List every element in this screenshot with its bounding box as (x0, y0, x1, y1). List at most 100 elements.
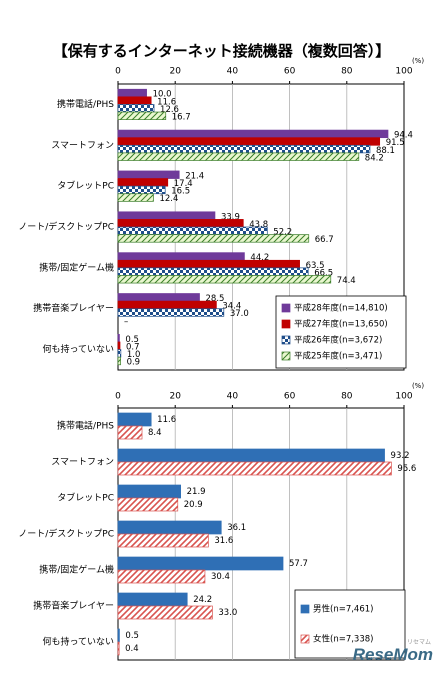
panel2-category-label: 携帯/固定ゲーム機 (39, 564, 114, 576)
panel1-bar (117, 88, 147, 98)
panel1-value-label: 12.6 (160, 105, 179, 115)
panel1-value-label: 88.1 (376, 146, 395, 156)
panel1-value-label: 21.4 (185, 171, 204, 181)
panel1-value-label: 37.0 (230, 309, 249, 319)
panel2-tick-label: 40 (227, 392, 239, 402)
panel1-category-label: ノート/デスクトップPC (18, 221, 114, 233)
panel2-category-label: スマートフォン (51, 458, 114, 468)
panel1-value-label: 28.5 (206, 294, 225, 304)
panel2-value-label: 33.0 (218, 608, 237, 618)
panel2-bar (117, 497, 179, 512)
panel2-value-label: 0.5 (125, 631, 139, 641)
panel2-bar (117, 425, 143, 440)
panel1-legend-swatch (281, 303, 291, 313)
panel1-bar (117, 144, 371, 154)
panel2-bar (117, 569, 206, 584)
panel2-legend-label: 女性(n=7,338) (313, 634, 373, 645)
panel2-value-label: 11.6 (157, 415, 176, 425)
panel2-category-label: 何も持っていない (42, 636, 114, 648)
panel1-value-label: 12.4 (159, 194, 178, 204)
panel1-value-label: 11.6 (157, 97, 176, 107)
panel1-legend-swatch (281, 319, 291, 329)
panel2-bar (117, 484, 181, 499)
panel1-bar (117, 137, 381, 146)
panel2-value-label: 8.4 (148, 428, 162, 438)
panel2-value-label: 95.6 (397, 464, 416, 474)
panel2-tick-label: 80 (341, 392, 353, 402)
panel2-tick-label: 60 (284, 392, 296, 402)
panel1-legend-swatch (281, 351, 291, 361)
panel2-bar (117, 448, 385, 463)
panel1-tick-label: 20 (169, 67, 181, 77)
panel2-value-label: 24.2 (193, 595, 212, 605)
panel2-bar (117, 461, 392, 476)
panel1-value-label: 17.4 (174, 179, 193, 189)
panel2-tick-label: 20 (169, 392, 181, 402)
panel2-value-label: 93.2 (391, 451, 410, 461)
panel2-bar (117, 605, 213, 620)
panel1-bar (117, 341, 121, 350)
panel1-bar (117, 259, 300, 269)
panel1-tick-label: 40 (227, 67, 239, 77)
panel1-bar (117, 193, 154, 202)
panel2-legend-box (294, 589, 406, 659)
panel1-bar (117, 252, 245, 261)
watermark-logo: ReseMom (352, 645, 433, 664)
panel1-value-label: 44.2 (250, 253, 269, 263)
panel1-bar (117, 211, 216, 220)
panel1-bar (117, 267, 309, 276)
chart-title: 【保有するインターネット接続機器（複数回答）】 (52, 42, 391, 60)
panel2-bar (117, 556, 284, 571)
panel1-bar (117, 293, 200, 302)
panel1-category-label: 何も持っていない (42, 343, 114, 355)
panel2-category-label: ノート/デスクトップPC (18, 528, 114, 540)
panel1-bar (117, 356, 121, 366)
panel1-tick-label: 0 (115, 67, 121, 77)
panel1-bar (117, 308, 225, 317)
panel2-category-label: 携帯電話/PHS (57, 420, 114, 432)
panel1-legend-label: 平成28年度(n=14,810) (294, 303, 388, 314)
panel1-value-label: 66.7 (315, 235, 334, 245)
panel1-value-label: 74.4 (337, 276, 356, 286)
panel2-bar (117, 628, 120, 643)
panel1-tick-label: 100 (395, 67, 412, 77)
panel1-value-label: 0.7 (126, 342, 140, 352)
panel1-value-label: 84.2 (365, 153, 384, 163)
panel1-value-label: 16.5 (171, 187, 190, 197)
panel1-bar (117, 185, 166, 195)
panel1-value-label: – (124, 317, 128, 327)
panel1-bar (117, 219, 244, 228)
panel1-legend-swatch (281, 335, 291, 345)
panel1-bar (117, 300, 217, 310)
panel1-bar (117, 104, 155, 113)
panel1-legend-label: 平成25年度(n=3,471) (294, 351, 382, 362)
panel2-legend-label: 男性(n=7,461) (313, 604, 373, 615)
panel1-bar (117, 129, 389, 139)
panel1-category-label: 携帯/固定ゲーム機 (39, 261, 114, 273)
panel1-value-label: 10.0 (153, 90, 172, 100)
panel1-bar (117, 96, 152, 105)
panel1-value-label: 91.5 (386, 138, 405, 148)
panel1-value-label: 66.5 (314, 268, 333, 278)
panel2-bar (117, 533, 209, 548)
panel1-tick-label: 80 (341, 67, 353, 77)
panel2-category-label: タブレットPC (57, 492, 114, 504)
panel2-legend-swatch (300, 634, 310, 644)
panel1-bar (117, 349, 122, 358)
panel1-bar (117, 111, 167, 120)
watermark-sub: リセマム (406, 639, 431, 646)
panel1-bar (117, 334, 120, 343)
panel1-value-label: 94.4 (394, 131, 413, 141)
panel1-category-label: タブレットPC (57, 180, 114, 192)
panel1-bar (117, 234, 310, 243)
panel1-category-label: 携帯音楽プレイヤー (33, 302, 114, 314)
panel1-value-label: 43.8 (249, 220, 268, 230)
panel2-value-label: 57.7 (289, 559, 308, 569)
panel1-value-label: 33.9 (221, 212, 240, 222)
panel2-legend-swatch (300, 604, 310, 614)
panel2-bar (117, 641, 120, 656)
panel1-value-label: 63.5 (306, 261, 325, 271)
panel1-unit-label: (%) (412, 57, 424, 65)
panel1-value-label: 0.5 (125, 335, 139, 345)
